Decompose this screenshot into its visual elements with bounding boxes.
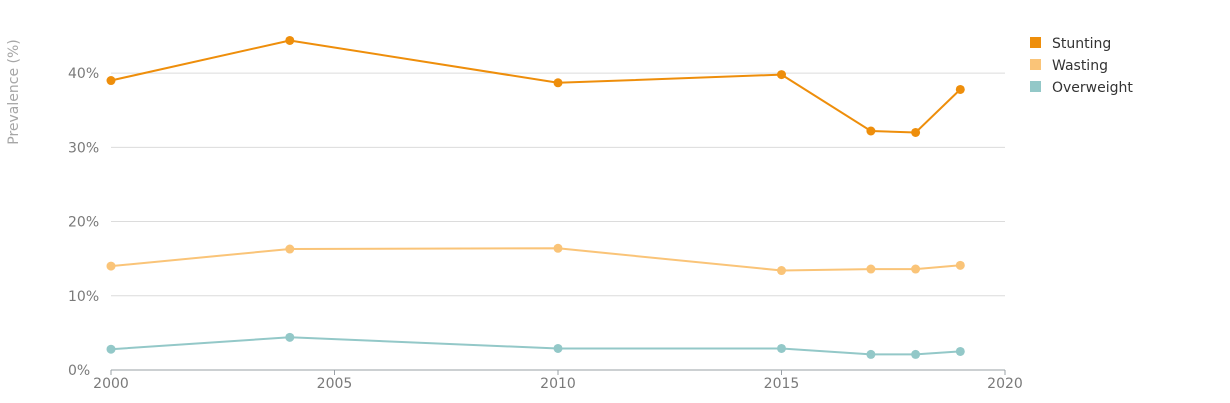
data-point-stunting[interactable] (285, 35, 295, 45)
y-tick-label: 10% (68, 289, 99, 305)
series-line-overweight (110, 336, 961, 356)
legend-swatch (1030, 59, 1041, 70)
gridlines (111, 72, 1005, 297)
data-point-wasting[interactable] (777, 266, 786, 276)
series-points (106, 35, 965, 359)
data-point-wasting[interactable] (106, 261, 116, 271)
legend: Stunting Wasting Overweight (1030, 36, 1133, 96)
legend-swatch (1030, 81, 1041, 92)
y-tick-label: 0% (68, 363, 90, 379)
x-tick-label: 2010 (540, 376, 576, 392)
x-tick-label: 2015 (764, 376, 800, 392)
data-point-wasting[interactable] (285, 244, 295, 254)
legend-label: Stunting (1052, 36, 1111, 52)
data-point-stunting[interactable] (955, 84, 965, 94)
y-axis-ticks: 0% 10% 20% 30% 40% (68, 66, 99, 379)
data-point-wasting[interactable] (866, 264, 876, 274)
data-point-overweight[interactable] (866, 349, 876, 359)
x-tick-label: 2005 (317, 376, 353, 392)
series-line-wasting (110, 247, 961, 272)
data-point-overweight[interactable] (553, 343, 563, 353)
data-point-wasting[interactable] (955, 260, 965, 270)
data-point-stunting[interactable] (866, 126, 876, 136)
data-point-overweight[interactable] (911, 349, 921, 359)
x-tick-label: 2000 (93, 376, 129, 392)
x-tick-label: 2020 (987, 376, 1023, 392)
y-tick-label: 40% (68, 66, 99, 82)
data-point-overweight[interactable] (106, 344, 116, 354)
legend-swatch (1030, 37, 1041, 48)
series-lines (110, 39, 961, 356)
series-line-stunting (110, 39, 961, 134)
data-point-overweight[interactable] (777, 343, 786, 353)
legend-label: Overweight (1052, 80, 1133, 96)
data-point-wasting[interactable] (553, 243, 563, 253)
legend-label: Wasting (1052, 58, 1108, 74)
data-point-wasting[interactable] (911, 264, 921, 274)
y-tick-label: 30% (68, 140, 99, 156)
data-point-stunting[interactable] (106, 76, 116, 86)
y-axis-label: Prevalence (%) (6, 39, 22, 145)
y-tick-label: 20% (68, 215, 99, 231)
data-point-stunting[interactable] (911, 127, 921, 137)
data-point-overweight[interactable] (285, 332, 295, 342)
data-point-overweight[interactable] (955, 346, 965, 356)
data-point-stunting[interactable] (777, 70, 786, 80)
data-point-stunting[interactable] (553, 78, 563, 88)
x-axis: 2000 2005 2010 2015 2020 (93, 369, 1023, 392)
